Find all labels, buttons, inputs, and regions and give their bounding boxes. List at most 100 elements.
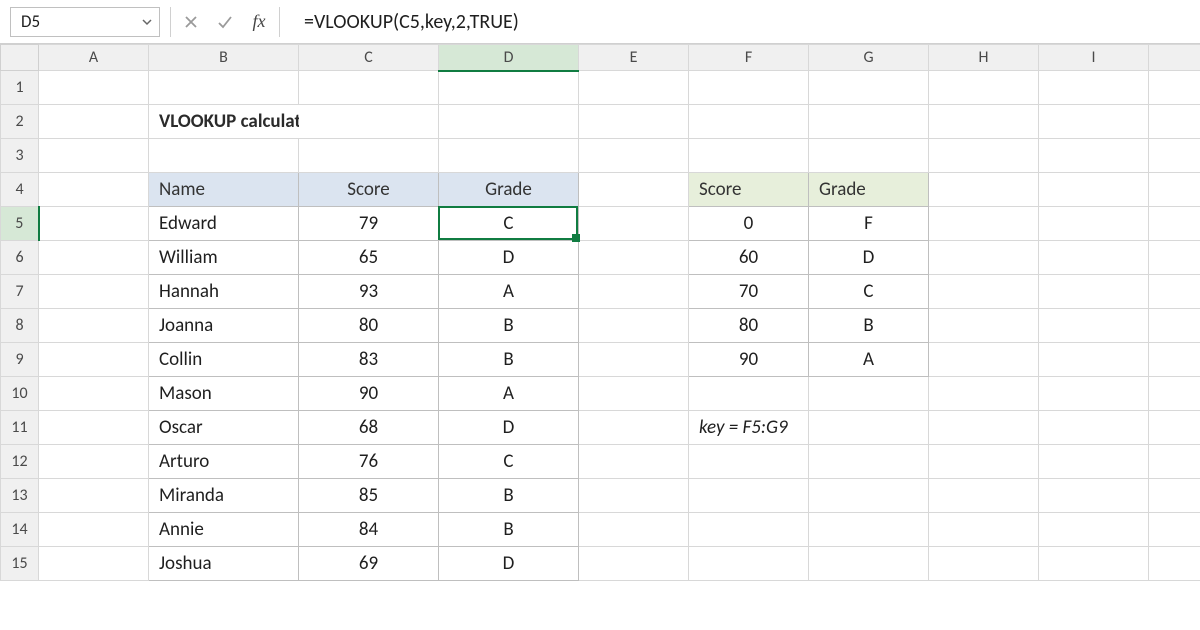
row-header-11[interactable]: 11 — [1, 411, 39, 445]
cell-I7[interactable] — [1039, 275, 1149, 309]
cell-B7[interactable]: Hannah — [149, 275, 299, 309]
row-header-4[interactable]: 4 — [1, 173, 39, 207]
cell-J4[interactable] — [1149, 173, 1200, 207]
spreadsheet-grid[interactable]: ABCDEFGHIJ12VLOOKUP calculate grades34Na… — [0, 44, 1200, 630]
cell-H13[interactable] — [929, 479, 1039, 513]
cell-C3[interactable] — [299, 139, 439, 173]
cell-C15[interactable]: 69 — [299, 547, 439, 581]
cell-B2[interactable]: VLOOKUP calculate grades — [149, 105, 299, 139]
cell-I14[interactable] — [1039, 513, 1149, 547]
cell-E2[interactable] — [579, 105, 689, 139]
cell-I3[interactable] — [1039, 139, 1149, 173]
row-header-5[interactable]: 5 — [1, 207, 39, 241]
cell-F13[interactable] — [689, 479, 809, 513]
cell-B3[interactable] — [149, 139, 299, 173]
cell-F4[interactable]: Score — [689, 173, 809, 207]
cell-G2[interactable] — [809, 105, 929, 139]
cell-A9[interactable] — [39, 343, 149, 377]
col-header-E[interactable]: E — [579, 45, 689, 71]
cell-J12[interactable] — [1149, 445, 1200, 479]
cell-B15[interactable]: Joshua — [149, 547, 299, 581]
row-header-10[interactable]: 10 — [1, 377, 39, 411]
cell-I9[interactable] — [1039, 343, 1149, 377]
cell-D10[interactable]: A — [439, 377, 579, 411]
cell-I6[interactable] — [1039, 241, 1149, 275]
select-all-corner[interactable] — [1, 45, 39, 71]
row-header-15[interactable]: 15 — [1, 547, 39, 581]
cell-F1[interactable] — [689, 71, 809, 105]
cell-E1[interactable] — [579, 71, 689, 105]
cell-C9[interactable]: 83 — [299, 343, 439, 377]
cell-I12[interactable] — [1039, 445, 1149, 479]
cell-C5[interactable]: 79 — [299, 207, 439, 241]
col-header-G[interactable]: G — [809, 45, 929, 71]
cell-D2[interactable] — [439, 105, 579, 139]
cell-H8[interactable] — [929, 309, 1039, 343]
cell-G5[interactable]: F — [809, 207, 929, 241]
cell-E12[interactable] — [579, 445, 689, 479]
cell-G15[interactable] — [809, 547, 929, 581]
cell-H3[interactable] — [929, 139, 1039, 173]
cell-F15[interactable] — [689, 547, 809, 581]
cell-I13[interactable] — [1039, 479, 1149, 513]
cell-I4[interactable] — [1039, 173, 1149, 207]
cell-B12[interactable]: Arturo — [149, 445, 299, 479]
cell-J3[interactable] — [1149, 139, 1200, 173]
cell-E6[interactable] — [579, 241, 689, 275]
cell-E9[interactable] — [579, 343, 689, 377]
cell-J2[interactable] — [1149, 105, 1200, 139]
cell-D6[interactable]: D — [439, 241, 579, 275]
cell-E4[interactable] — [579, 173, 689, 207]
cell-C10[interactable]: 90 — [299, 377, 439, 411]
row-header-6[interactable]: 6 — [1, 241, 39, 275]
cell-G4[interactable]: Grade — [809, 173, 929, 207]
col-header-B[interactable]: B — [149, 45, 299, 71]
cell-H5[interactable] — [929, 207, 1039, 241]
cell-A7[interactable] — [39, 275, 149, 309]
col-header-H[interactable]: H — [929, 45, 1039, 71]
cell-B13[interactable]: Miranda — [149, 479, 299, 513]
row-header-12[interactable]: 12 — [1, 445, 39, 479]
cell-J7[interactable] — [1149, 275, 1200, 309]
cell-C8[interactable]: 80 — [299, 309, 439, 343]
cell-B4[interactable]: Name — [149, 173, 299, 207]
cell-A11[interactable] — [39, 411, 149, 445]
cell-D15[interactable]: D — [439, 547, 579, 581]
cell-D9[interactable]: B — [439, 343, 579, 377]
cell-H10[interactable] — [929, 377, 1039, 411]
cell-C1[interactable] — [299, 71, 439, 105]
cell-I10[interactable] — [1039, 377, 1149, 411]
row-header-8[interactable]: 8 — [1, 309, 39, 343]
cell-F2[interactable] — [689, 105, 809, 139]
cell-C13[interactable]: 85 — [299, 479, 439, 513]
cell-A4[interactable] — [39, 173, 149, 207]
row-header-3[interactable]: 3 — [1, 139, 39, 173]
cell-J5[interactable] — [1149, 207, 1200, 241]
col-header-I[interactable]: I — [1039, 45, 1149, 71]
cell-J1[interactable] — [1149, 71, 1200, 105]
cell-A1[interactable] — [39, 71, 149, 105]
cell-F3[interactable] — [689, 139, 809, 173]
row-header-9[interactable]: 9 — [1, 343, 39, 377]
cell-G14[interactable] — [809, 513, 929, 547]
cell-H12[interactable] — [929, 445, 1039, 479]
cell-J8[interactable] — [1149, 309, 1200, 343]
cell-H6[interactable] — [929, 241, 1039, 275]
cell-A10[interactable] — [39, 377, 149, 411]
enter-icon[interactable] — [215, 12, 235, 32]
cell-D4[interactable]: Grade — [439, 173, 579, 207]
cell-A2[interactable] — [39, 105, 149, 139]
insert-function-icon[interactable]: fx — [249, 12, 269, 32]
cell-F5[interactable]: 0 — [689, 207, 809, 241]
cell-D3[interactable] — [439, 139, 579, 173]
cell-J9[interactable] — [1149, 343, 1200, 377]
col-header-D[interactable]: D — [439, 45, 579, 71]
cell-A15[interactable] — [39, 547, 149, 581]
cell-I8[interactable] — [1039, 309, 1149, 343]
cell-G13[interactable] — [809, 479, 929, 513]
cell-D13[interactable]: B — [439, 479, 579, 513]
cell-A5[interactable] — [39, 207, 149, 241]
cell-F6[interactable]: 60 — [689, 241, 809, 275]
cell-A8[interactable] — [39, 309, 149, 343]
cell-H11[interactable] — [929, 411, 1039, 445]
